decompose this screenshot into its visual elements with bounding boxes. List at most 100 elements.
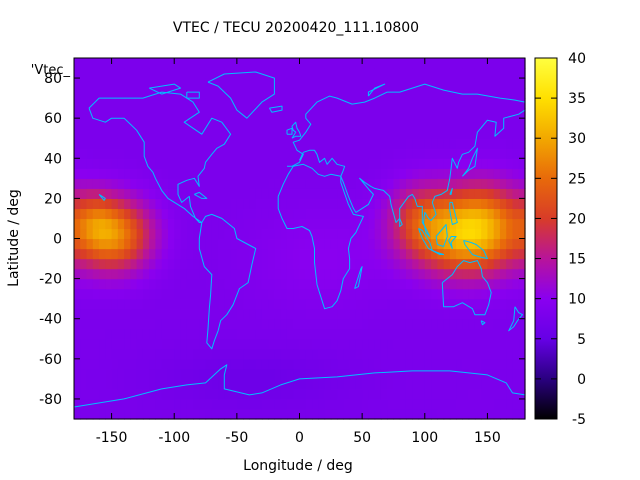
heatmap-cell (211, 58, 219, 69)
heatmap-cell (280, 278, 288, 290)
heatmap-cell (136, 58, 144, 69)
heatmap-cell (487, 338, 495, 350)
heatmap-cell (218, 288, 225, 300)
heatmap-cell (130, 378, 138, 390)
heatmap-cell (243, 288, 250, 300)
heatmap-cell (236, 328, 244, 340)
heatmap-cell (456, 278, 463, 290)
heatmap-cell (380, 368, 388, 380)
heatmap-cell (142, 318, 150, 330)
heatmap-cell (130, 318, 138, 330)
heatmap-cell (249, 348, 257, 360)
heatmap-cell (399, 148, 407, 159)
heatmap-cell (355, 358, 363, 370)
heatmap-cell (468, 78, 476, 89)
heatmap-cell (487, 228, 495, 240)
heatmap-cell (312, 178, 319, 189)
heatmap-cell (349, 198, 357, 210)
heatmap-cell (86, 278, 94, 290)
heatmap-cell (393, 108, 401, 119)
heatmap-cell (117, 398, 125, 410)
heatmap-cell (174, 308, 182, 320)
heatmap-cell (355, 238, 363, 250)
heatmap-cell (512, 248, 520, 260)
heatmap-cell (481, 338, 489, 350)
heatmap-cell (362, 288, 369, 300)
heatmap-cell (380, 218, 388, 230)
heatmap-cell (167, 278, 175, 290)
heatmap-cell (474, 378, 482, 390)
heatmap-cell (399, 308, 407, 320)
heatmap-cell (412, 58, 420, 69)
heatmap-cell (80, 328, 88, 340)
heatmap-cell (255, 358, 263, 370)
heatmap-cell (355, 388, 363, 400)
heatmap-cell (117, 308, 125, 320)
heatmap-cell (499, 348, 507, 360)
heatmap-cell (243, 408, 250, 420)
heatmap-cell (355, 228, 363, 240)
heatmap-cell (74, 128, 81, 139)
heatmap-cell (111, 298, 119, 310)
coastline (480, 320, 486, 326)
heatmap-cell (380, 308, 388, 320)
heatmap-cell (174, 398, 182, 410)
heatmap-cell (299, 408, 307, 420)
heatmap-cell (99, 58, 106, 69)
heatmap-cell (111, 398, 119, 410)
heatmap-cell (92, 258, 100, 270)
heatmap-cell (368, 198, 376, 210)
heatmap-cell (330, 288, 338, 300)
heatmap-cell (211, 238, 219, 250)
heatmap-cell (399, 368, 407, 380)
heatmap-cell (236, 298, 244, 310)
heatmap-cell (117, 208, 125, 220)
heatmap-cell (280, 168, 288, 179)
heatmap-cell (405, 58, 413, 69)
colorbar-tick-label: 15 (568, 252, 586, 268)
heatmap-cell (180, 338, 188, 350)
heatmap-cell (274, 118, 282, 129)
heatmap-cell (437, 338, 445, 350)
heatmap-cell (255, 118, 263, 129)
heatmap-cell (424, 58, 432, 69)
heatmap-cell (506, 78, 514, 89)
heatmap-cell (261, 208, 269, 220)
heatmap-cell (355, 168, 363, 179)
heatmap-cell (230, 388, 238, 400)
heatmap-cell (155, 188, 163, 199)
heatmap-cell (193, 178, 200, 189)
heatmap-cell (349, 338, 357, 350)
heatmap-cell (224, 388, 232, 400)
heatmap-cell (512, 218, 520, 230)
heatmap-cell (92, 228, 100, 240)
heatmap-cell (431, 228, 438, 240)
heatmap-cell (418, 98, 426, 109)
heatmap-cell (330, 238, 338, 250)
coastline (207, 71, 275, 119)
heatmap-cell (293, 128, 301, 139)
heatmap-cell (293, 108, 301, 119)
heatmap-cell (343, 198, 351, 210)
heatmap-cell (199, 108, 207, 119)
heatmap-cell (437, 318, 445, 330)
heatmap-cell (224, 88, 232, 99)
heatmap-cell (268, 118, 276, 129)
coastline (194, 191, 208, 199)
heatmap-cell (362, 378, 369, 390)
heatmap-cell (142, 268, 150, 280)
heatmap-cell (236, 128, 244, 139)
heatmap-cell (393, 308, 401, 320)
heatmap-cell (449, 58, 457, 69)
heatmap-cell (255, 148, 263, 159)
heatmap-cell (380, 98, 388, 109)
heatmap-cell (368, 88, 376, 99)
heatmap-cell (205, 158, 213, 169)
heatmap-cell (474, 58, 482, 69)
heatmap-cell (380, 138, 388, 149)
heatmap-cell (518, 178, 526, 189)
heatmap-cell (437, 328, 445, 340)
heatmap-cell (456, 108, 463, 119)
heatmap-cell (186, 248, 194, 260)
heatmap-cell (105, 168, 113, 179)
